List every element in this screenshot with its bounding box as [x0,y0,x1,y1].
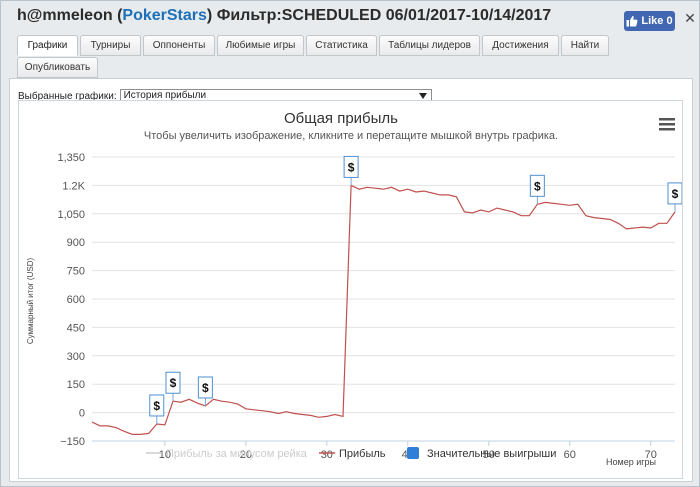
legend-label: Прибыль [339,448,386,460]
significant-win-flag[interactable]: $ [529,174,545,205]
x-tick-label: 70 [645,449,657,461]
flag-label: $ [202,381,209,395]
y-tick-label: −150 [60,436,85,448]
y-axis-ticks: −150 0 150 300 450 600 750 900 1,050 1.2K 1,350 [57,152,85,448]
chart-legend: Прибыль за минусом рейка Прибыль Значитель… [146,447,556,460]
title-site-link[interactable]: PokerStars [122,7,207,24]
significant-win-flag[interactable]: $ [149,394,165,424]
title-paren-close: ) [206,7,213,24]
graph-selector-label: Выбранные графики: [18,90,117,102]
dropdown-arrow-icon [418,93,427,99]
x-tick-label: 10 [159,449,171,461]
y-axis-title: Суммарный итог (USD) [26,258,35,345]
significant-win-flags: $ $ $ $ $ $ [149,155,683,424]
chart-subtitle: Чтобы увеличить изображение, кликните и … [144,130,558,142]
hamburger-menu-icon[interactable] [659,118,675,131]
tab-statistics[interactable]: Статистика [306,35,377,56]
tab-tournaments[interactable]: Турниры [80,35,141,56]
facebook-like-button[interactable]: Like 0 [624,11,675,31]
flag-label: $ [348,160,355,174]
flag-label: $ [672,187,679,201]
title-paren-open: ( [117,7,123,24]
flag-label: $ [153,399,160,413]
x-tick-label: 60 [564,449,576,461]
tab-favorite-games[interactable]: Любимые игры [217,35,304,56]
chart-container[interactable]: Общая прибыль Чтобы увеличить изображени… [18,100,683,479]
title-filter: Фильтр:SCHEDULED 06/01/2017-10/14/2017 [216,7,552,24]
legend-item[interactable]: Прибыль [319,448,386,460]
series-line-profit[interactable] [91,184,676,435]
y-tick-label: 150 [67,379,85,391]
significant-win-flag[interactable]: $ [343,155,359,186]
legend-item[interactable]: Значительные выигрыши [407,447,556,460]
tab-opponents[interactable]: Оппоненты [143,35,215,56]
tab-graphs[interactable]: Графики [17,35,78,56]
tab-leaderboards[interactable]: Таблицы лидеров [379,35,480,56]
flag-label: $ [534,179,541,193]
profit-chart[interactable]: Общая прибыль Чтобы увеличить изображени… [19,101,683,478]
title-user: h@mmeleon [17,7,113,24]
legend-label: Прибыль за минусом рейка [166,448,308,460]
legend-label: Значительные выигрыши [427,448,556,460]
x-tick-label: 20 [240,449,252,461]
close-icon[interactable]: ✕ [684,10,696,26]
graph-selector-value: История прибыли [123,90,207,101]
tab-find[interactable]: Найти [561,35,609,56]
y-tick-label: 450 [67,322,85,334]
title-bar: h@mmeleon (PokerStars) Фильтр:SCHEDULED … [1,1,699,33]
like-count-label: Like 0 [641,15,673,27]
grid-lines [92,156,675,442]
y-tick-label: 1,350 [57,152,85,164]
x-tick-label: 50 [483,449,495,461]
tab-achievements[interactable]: Достижения [482,35,559,56]
series-group [91,184,676,435]
y-tick-label: 750 [67,266,85,278]
y-tick-label: 900 [67,237,85,249]
y-tick-label: 1.2K [62,180,85,192]
significant-win-flag[interactable]: $ [165,371,181,402]
legend-item[interactable]: Прибыль за минусом рейка [146,448,308,460]
significant-win-flag[interactable]: $ [197,376,213,406]
x-tick-label: 30 [321,449,333,461]
x-axis-title: Номер игры [606,457,656,467]
chart-title: Общая прибыль [284,110,398,127]
graphs-panel: Выбранные графики: История прибыли Общая… [9,78,693,482]
legend-marker [407,447,419,459]
flag-label: $ [170,376,177,390]
window-title: h@mmeleon (PokerStars) Фильтр:SCHEDULED … [17,7,551,25]
y-tick-label: 1,050 [57,209,85,221]
tab-publish[interactable]: Опубликовать [17,57,98,78]
y-tick-label: 300 [67,351,85,363]
y-tick-label: 600 [67,294,85,306]
y-tick-label: 0 [79,408,85,420]
significant-win-flag[interactable]: $ [667,182,683,212]
thumbs-up-icon [626,15,638,27]
